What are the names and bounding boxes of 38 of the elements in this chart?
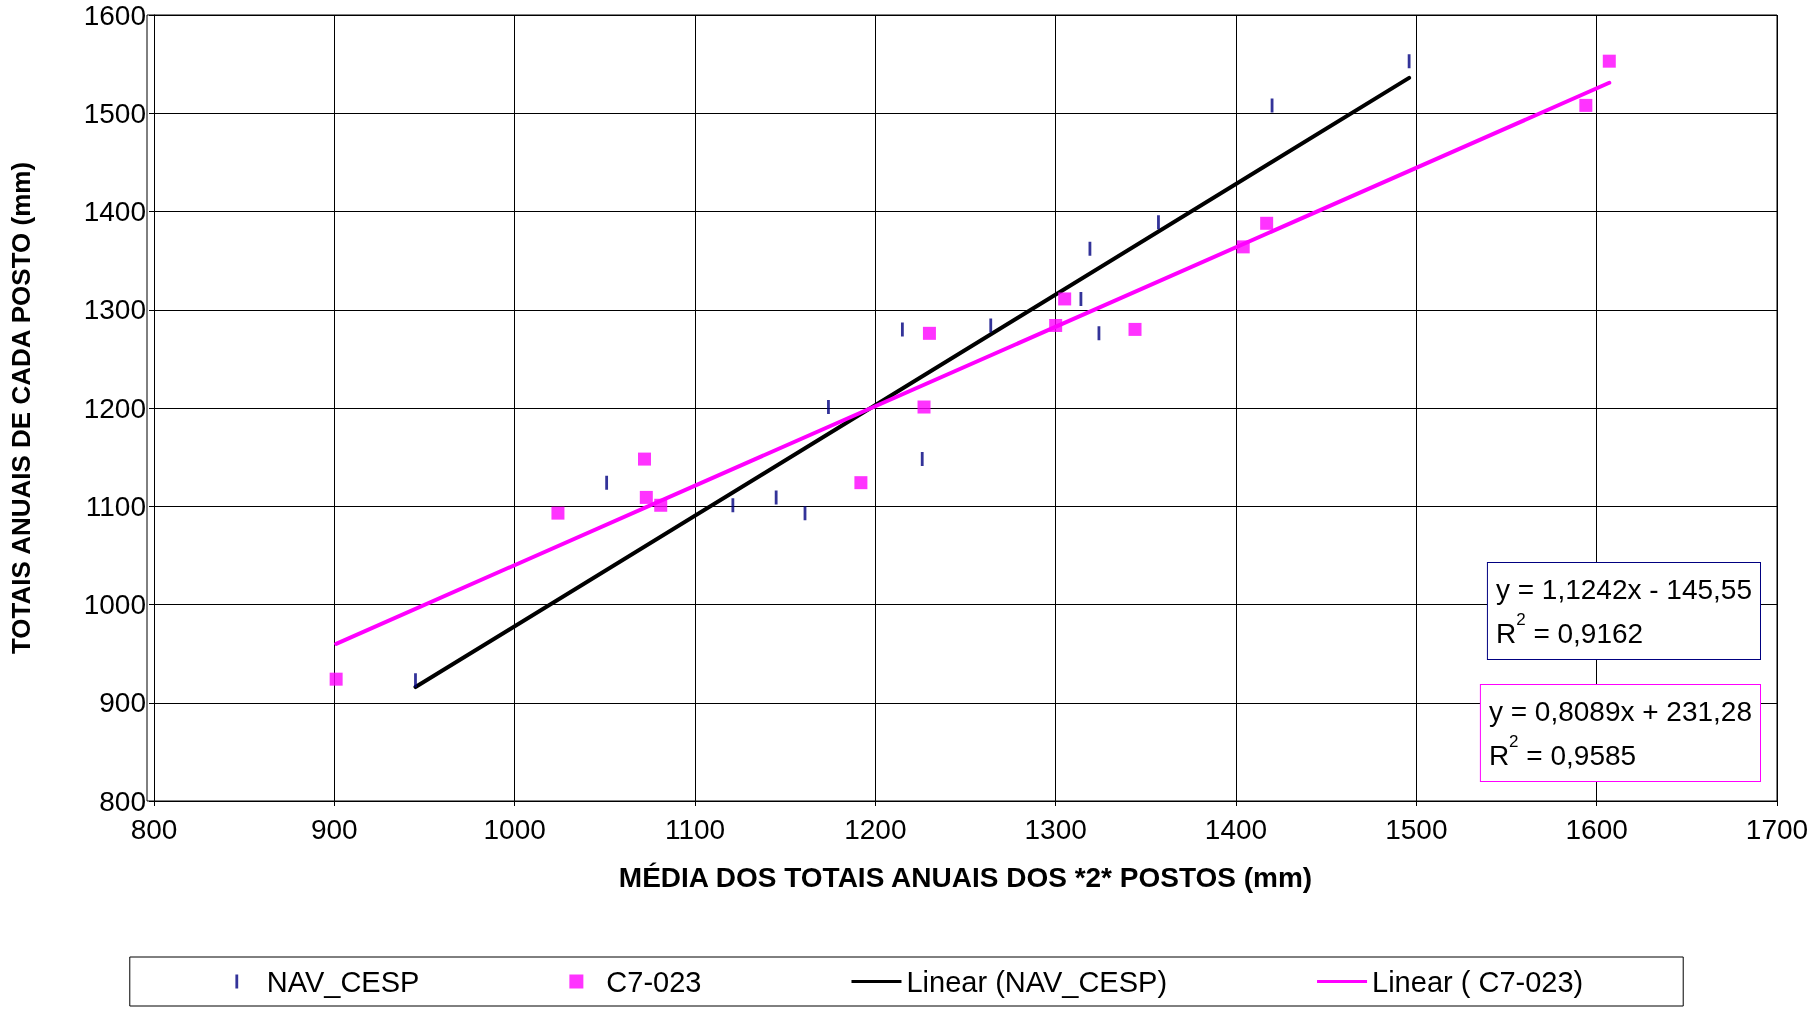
point (1602, 54, 1616, 68)
x-tick-label: 1100 (664, 813, 726, 845)
point (1260, 216, 1274, 230)
legend-label: NAV_CESP (266, 965, 420, 998)
x-tick-label: 900 (310, 813, 358, 845)
y-tick-label: 900 (99, 687, 146, 719)
point (1049, 318, 1063, 332)
legend-label: Linear (NAV_CESP) (906, 965, 1168, 998)
y-tick-label: 1300 (83, 294, 146, 326)
point (1058, 292, 1072, 306)
x-tick-label: 1500 (1385, 813, 1448, 845)
y-tick-label: 1100 (85, 490, 146, 522)
x-tick-label: 1400 (1204, 813, 1268, 845)
legend-label: C7-023 (606, 965, 702, 998)
y-tick-label: 1500 (83, 97, 146, 129)
point (329, 672, 343, 686)
x-tick-label: 1700 (1745, 813, 1809, 845)
point (1579, 98, 1593, 112)
y-tick-label: 1000 (83, 589, 146, 620)
x-axis-title: MÉDIA DOS TOTAIS ANUAIS DOS *2* POSTOS (mm) (618, 861, 1313, 893)
point (1128, 322, 1142, 336)
point (922, 326, 936, 340)
point (917, 400, 931, 414)
x-tick-label: 1600 (1565, 813, 1628, 845)
y-axis-title: TOTAIS ANUAIS DE CADA POSTO (mm) (6, 161, 36, 655)
legend-label: Linear ( C7-023) (1372, 965, 1584, 998)
y-tick-label: 1400 (83, 196, 146, 227)
y-tick-label: 1600 (83, 0, 146, 31)
x-tick-label: 1200 (844, 813, 907, 845)
point (638, 452, 652, 466)
point (1236, 240, 1250, 254)
point (639, 490, 653, 504)
point (654, 498, 668, 512)
y-tick-label: 1200 (83, 392, 146, 424)
point (854, 476, 868, 490)
x-tick-label: 1000 (483, 813, 546, 845)
point (551, 506, 565, 520)
x-tick-label: 1300 (1024, 813, 1087, 845)
